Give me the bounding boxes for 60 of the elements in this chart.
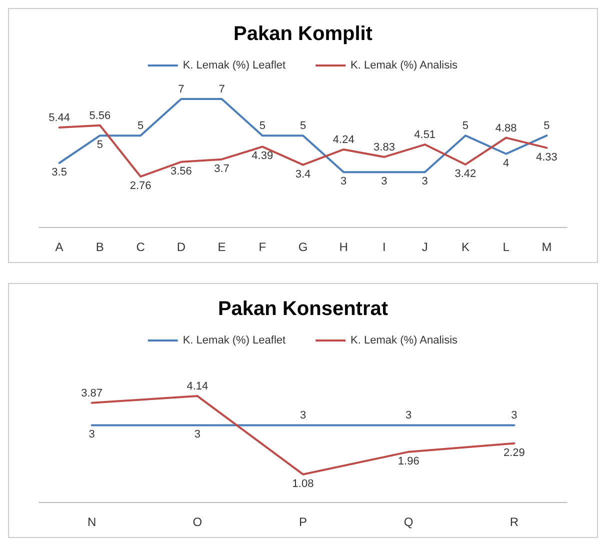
- data-label: 3.4: [295, 168, 311, 180]
- x-tick-label: M: [542, 240, 552, 254]
- data-label: 3: [300, 410, 306, 422]
- data-label: 4: [503, 157, 510, 170]
- data-label: 3.83: [374, 141, 395, 154]
- data-label: 2.76: [130, 180, 152, 192]
- data-label: 4.88: [495, 122, 517, 134]
- x-tick-label: N: [87, 515, 96, 529]
- data-label: 3: [194, 428, 200, 441]
- x-tick-label: K: [461, 240, 470, 254]
- data-label: 3: [88, 428, 95, 441]
- data-label: 5.56: [89, 110, 111, 122]
- data-label: 3.7: [214, 162, 230, 175]
- x-tick-label: I: [382, 240, 386, 254]
- data-label: 3.87: [81, 387, 103, 400]
- data-label: 3: [422, 176, 428, 188]
- data-label: 4.14: [186, 380, 208, 393]
- data-label: 4.51: [414, 129, 436, 142]
- data-label: 5.44: [48, 112, 70, 124]
- data-label: 1.96: [398, 455, 420, 468]
- x-tick-label: Q: [404, 515, 414, 529]
- data-label: 5: [544, 120, 550, 132]
- x-tick-label: R: [510, 515, 519, 529]
- data-label: 4.39: [252, 150, 274, 162]
- data-label: 3: [381, 176, 388, 188]
- data-label: 7: [178, 84, 184, 96]
- x-tick-label: B: [96, 240, 104, 254]
- data-label: 3.42: [454, 168, 476, 180]
- x-tick-label: O: [192, 515, 202, 529]
- data-label: 4.33: [536, 151, 558, 164]
- data-label: 5: [259, 120, 266, 132]
- x-tick-label: F: [258, 240, 266, 254]
- legend-label: K. Lemak (%) Analisis: [350, 334, 458, 346]
- x-tick-label: L: [502, 240, 510, 254]
- x-tick-label: H: [339, 240, 348, 254]
- data-label: 5: [462, 120, 469, 132]
- x-tick-label: G: [298, 240, 308, 254]
- x-tick-label: P: [298, 515, 308, 529]
- x-tick-label: C: [136, 240, 146, 254]
- data-label: 3.5: [52, 166, 67, 178]
- data-label: 5: [137, 120, 144, 132]
- x-tick-label: J: [422, 240, 428, 254]
- x-tick-label: D: [176, 240, 186, 254]
- data-label: 1.08: [292, 478, 314, 490]
- x-tick-label: A: [55, 240, 64, 254]
- data-label: 4.24: [332, 134, 354, 146]
- data-label: 3: [406, 410, 412, 422]
- legend-label: K. Lemak (%) Leaflet: [182, 334, 286, 346]
- data-label: 3: [340, 176, 347, 188]
- data-label: 2.29: [503, 446, 525, 459]
- x-tick-label: E: [218, 240, 226, 254]
- data-label: 3: [511, 410, 518, 422]
- legend-label: K. Lemak (%) Analisis: [350, 60, 458, 72]
- chart-title: Pakan Konsentrat: [218, 298, 388, 320]
- data-label: 7: [218, 84, 225, 96]
- data-label: 3.56: [170, 165, 192, 178]
- data-label: 5: [300, 120, 306, 132]
- data-label: 5: [96, 139, 103, 152]
- legend-label: K. Lemak (%) Leaflet: [182, 60, 286, 72]
- chart-title: Pakan Komplit: [234, 23, 373, 45]
